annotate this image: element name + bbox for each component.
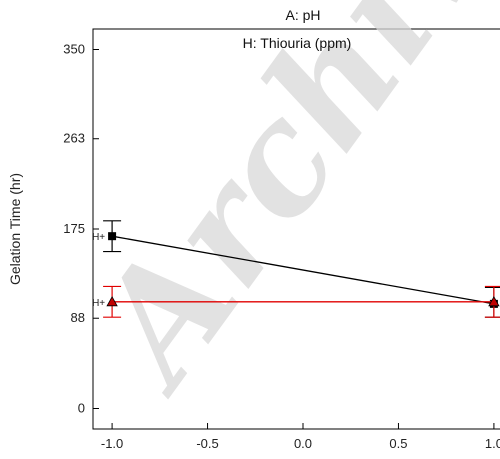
series-1-point-1 (488, 295, 500, 307)
y-tick-label-263: 263 (63, 131, 85, 146)
series-1-point-0 (106, 295, 118, 307)
series-1-label: H+ (92, 298, 105, 309)
series-0-label: H+ (92, 232, 105, 243)
chart-title: A: pH (285, 7, 320, 23)
x-tick-label-0.0: 0.0 (294, 436, 312, 451)
watermark: Archiv (55, 0, 500, 421)
x-tick-label-1.0: 1.0 (485, 436, 500, 451)
series-0-point-0 (108, 232, 117, 241)
series-0: H+ (92, 220, 500, 318)
series-0-line (111, 235, 495, 305)
y-tick-label-350: 350 (63, 42, 85, 57)
y-tick-label-175: 175 (63, 221, 85, 236)
chart-subtitle: H: Thiouria (ppm) (243, 35, 352, 51)
y-axis-title: Gelation Time (hr) (7, 173, 23, 285)
series-1: H+ (92, 285, 500, 318)
y-tick-label-0: 0 (78, 400, 85, 415)
y-tick-label-88: 88 (71, 310, 85, 325)
x-tick-label-0.5: 0.5 (389, 436, 407, 451)
x-tick-label--1.0: -1.0 (101, 436, 123, 451)
x-tick-label--0.5: -0.5 (196, 436, 218, 451)
